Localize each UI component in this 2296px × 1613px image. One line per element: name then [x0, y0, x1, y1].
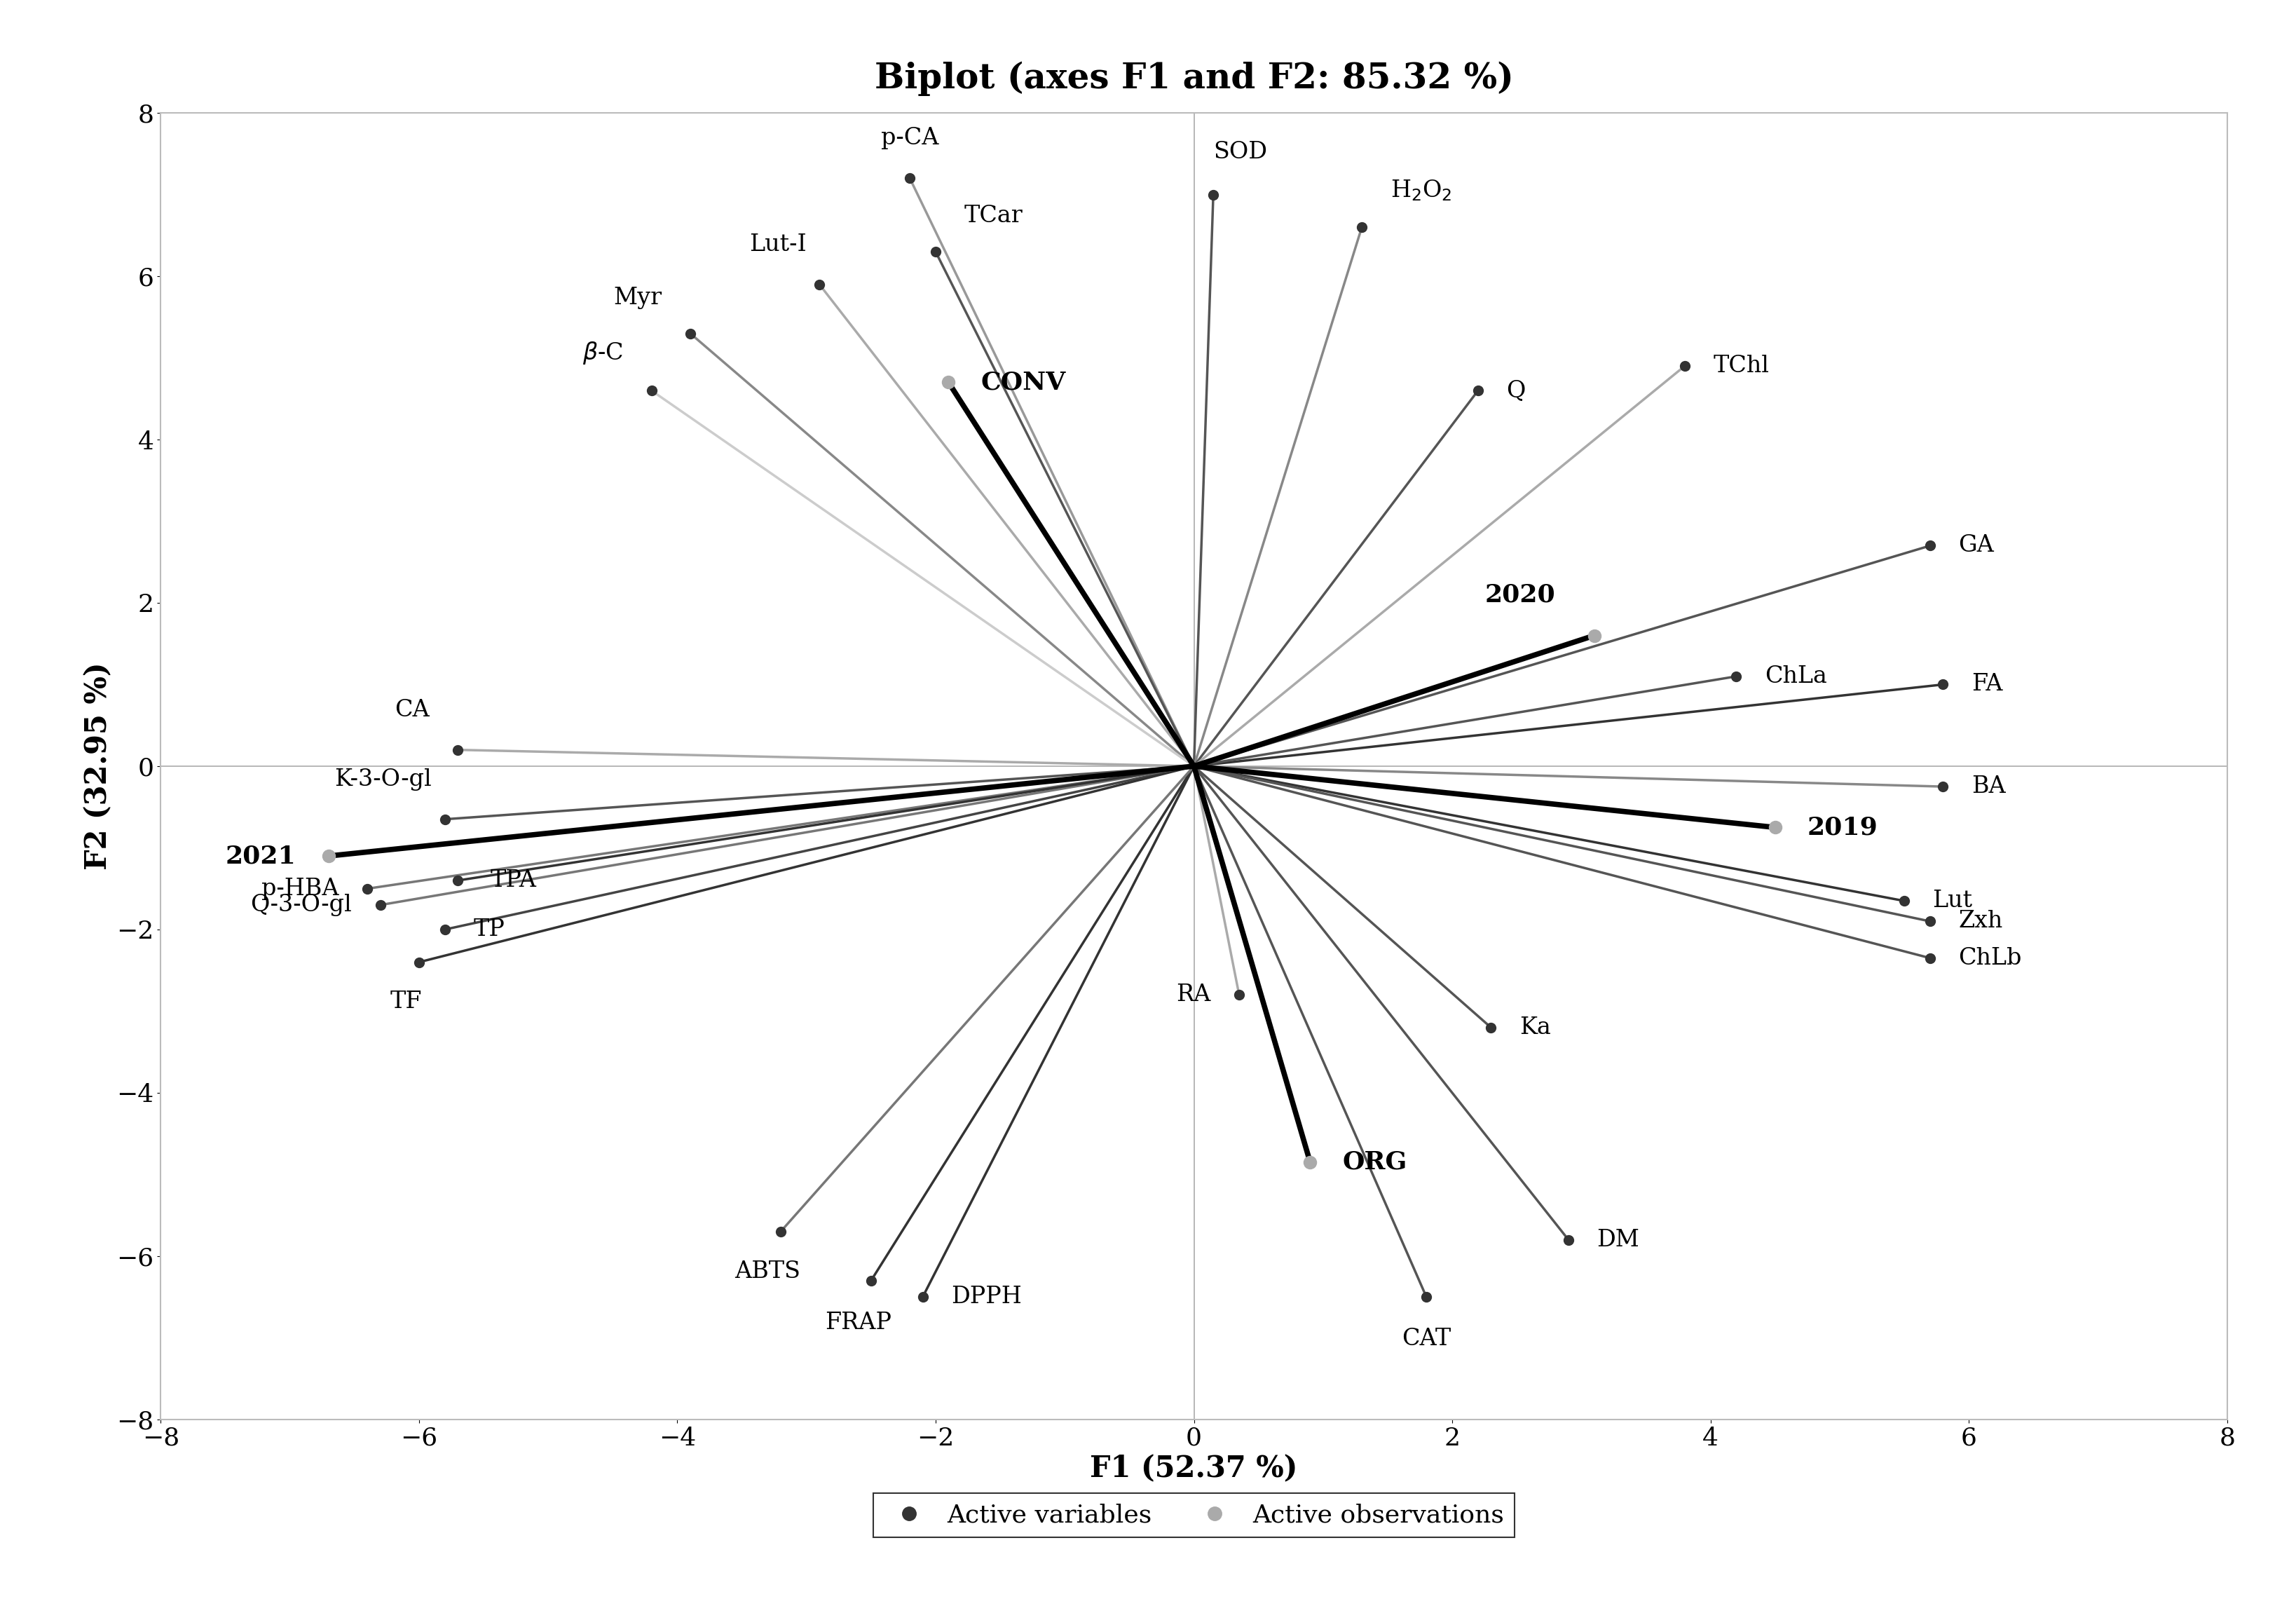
Text: p-HBA: p-HBA: [262, 877, 340, 900]
Text: ChLa: ChLa: [1766, 665, 1828, 687]
Text: Q-3-O-gl: Q-3-O-gl: [250, 894, 351, 916]
Text: TF: TF: [390, 990, 422, 1013]
Text: Lut-I: Lut-I: [748, 234, 806, 256]
Text: 2019: 2019: [1807, 816, 1878, 839]
Text: CA: CA: [395, 698, 429, 721]
Text: FRAP: FRAP: [824, 1311, 891, 1334]
Legend: Active variables, Active observations: Active variables, Active observations: [872, 1494, 1515, 1537]
Text: K-3-O-gl: K-3-O-gl: [335, 768, 432, 790]
Text: GA: GA: [1958, 534, 1995, 556]
Text: Zxh: Zxh: [1958, 910, 2002, 932]
Title: Biplot (axes F1 and F2: 85.32 %): Biplot (axes F1 and F2: 85.32 %): [875, 61, 1513, 97]
Text: Myr: Myr: [613, 287, 661, 308]
Text: CAT: CAT: [1403, 1327, 1451, 1350]
Text: Ka: Ka: [1520, 1016, 1550, 1039]
Text: ORG: ORG: [1343, 1150, 1407, 1174]
Text: CONV: CONV: [980, 371, 1065, 394]
Text: p-CA: p-CA: [882, 127, 939, 150]
Y-axis label: F2 (32.95 %): F2 (32.95 %): [83, 663, 113, 869]
Text: TChl: TChl: [1713, 355, 1770, 377]
Text: TPA: TPA: [489, 869, 537, 892]
Text: H$_2$O$_2$: H$_2$O$_2$: [1389, 179, 1451, 203]
Text: ChLb: ChLb: [1958, 947, 2023, 969]
Text: 2021: 2021: [225, 844, 296, 868]
Text: 2020: 2020: [1486, 584, 1554, 606]
Text: DM: DM: [1596, 1229, 1639, 1252]
Text: RA: RA: [1176, 984, 1210, 1007]
Text: Q: Q: [1506, 379, 1525, 402]
X-axis label: F1 (52.37 %): F1 (52.37 %): [1091, 1453, 1297, 1484]
Text: TP: TP: [473, 918, 505, 940]
Text: TCar: TCar: [964, 205, 1022, 227]
Text: DPPH: DPPH: [951, 1286, 1022, 1308]
Text: BA: BA: [1972, 776, 2007, 798]
Text: ABTS: ABTS: [735, 1260, 801, 1282]
Text: $\beta$-C: $\beta$-C: [583, 340, 622, 366]
Text: FA: FA: [1972, 673, 2002, 695]
Text: SOD: SOD: [1212, 140, 1267, 163]
Text: Lut: Lut: [1933, 890, 1972, 911]
